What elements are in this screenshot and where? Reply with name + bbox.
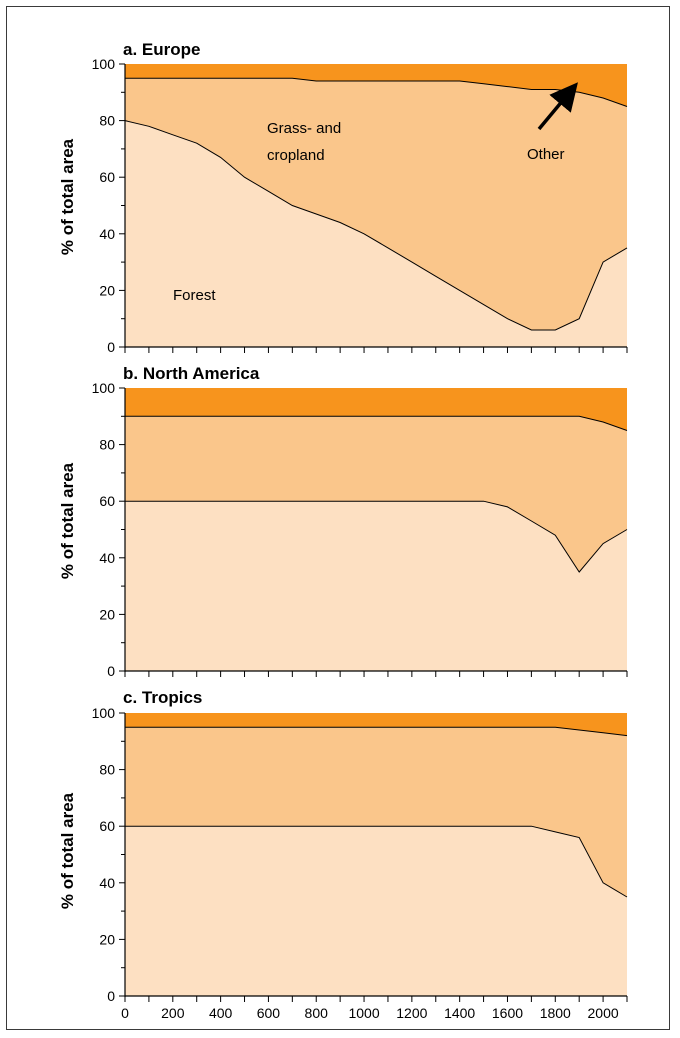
y-tick-label: 60 bbox=[99, 493, 115, 509]
x-tick-label: 600 bbox=[257, 1005, 281, 1021]
figure-frame: a. Europe % of total area 0 20 40 60 80 100 b… bbox=[6, 6, 670, 1030]
y-tick-label: 80 bbox=[99, 762, 115, 778]
y-tick-label: 0 bbox=[107, 339, 115, 355]
y-tick-label: 40 bbox=[99, 550, 115, 566]
y-axis-label: % of total area bbox=[58, 138, 77, 255]
panel-tropics: c. Tropics % of total area 0204060801000… bbox=[58, 688, 628, 1021]
land-use-chart: a. Europe % of total area 0 20 40 60 80 100 b… bbox=[58, 40, 628, 1021]
other-arrow bbox=[537, 82, 578, 131]
x-tick-label: 1600 bbox=[492, 1005, 523, 1021]
y-tick-label: 60 bbox=[99, 169, 115, 185]
y-axis-label: % of total area bbox=[58, 792, 77, 909]
x-tick-label: 800 bbox=[305, 1005, 329, 1021]
panel-title: a. Europe bbox=[123, 40, 200, 59]
y-tick-label: 100 bbox=[92, 705, 116, 721]
panel-north-america: b. North America % of total area 0 20 40 60… bbox=[58, 364, 628, 679]
y-tick-label: 80 bbox=[99, 437, 115, 453]
y-tick-label: 60 bbox=[99, 818, 115, 834]
y-tick-label: 20 bbox=[99, 282, 115, 298]
grass-cropland-boundary-line bbox=[125, 77, 628, 107]
other-label: Other bbox=[527, 146, 565, 163]
y-tick-label: 0 bbox=[107, 988, 115, 1004]
grass-label-line2: cropland bbox=[267, 147, 325, 164]
forest-area bbox=[125, 826, 627, 996]
forest-boundary-line bbox=[125, 825, 628, 898]
y-tick-label: 100 bbox=[92, 380, 116, 396]
y-tick-label: 40 bbox=[99, 226, 115, 242]
x-tick-label: 400 bbox=[209, 1005, 233, 1021]
y-tick-label: 80 bbox=[99, 113, 115, 129]
panel-title: c. Tropics bbox=[123, 688, 202, 707]
x-tick-label: 1000 bbox=[348, 1005, 379, 1021]
panel-title: b. North America bbox=[123, 364, 260, 383]
y-tick-label: 100 bbox=[92, 56, 116, 72]
y-tick-label: 20 bbox=[99, 931, 115, 947]
x-tick-label: 1800 bbox=[540, 1005, 571, 1021]
x-tick-label: 1400 bbox=[444, 1005, 475, 1021]
grass-cropland-boundary-line bbox=[125, 726, 628, 737]
x-tick-label: 200 bbox=[161, 1005, 185, 1021]
forest-area bbox=[125, 501, 627, 671]
x-tick-label: 1200 bbox=[396, 1005, 427, 1021]
y-tick-label: 40 bbox=[99, 875, 115, 891]
panel-europe: a. Europe % of total area 0 20 40 60 80 100 bbox=[58, 40, 628, 355]
y-axis-label: % of total area bbox=[58, 462, 77, 579]
x-tick-label: 2000 bbox=[588, 1005, 619, 1021]
forest-boundary-line bbox=[125, 500, 628, 573]
forest-label: Forest bbox=[173, 287, 216, 304]
y-tick-label: 0 bbox=[107, 663, 115, 679]
grass-cropland-boundary-line bbox=[125, 415, 628, 431]
forest-boundary-line bbox=[124, 120, 628, 331]
forest-area bbox=[125, 120, 627, 347]
grass-label-line1: Grass- and bbox=[267, 120, 341, 137]
x-tick-label: 0 bbox=[121, 1005, 129, 1021]
y-tick-label: 20 bbox=[99, 606, 115, 622]
